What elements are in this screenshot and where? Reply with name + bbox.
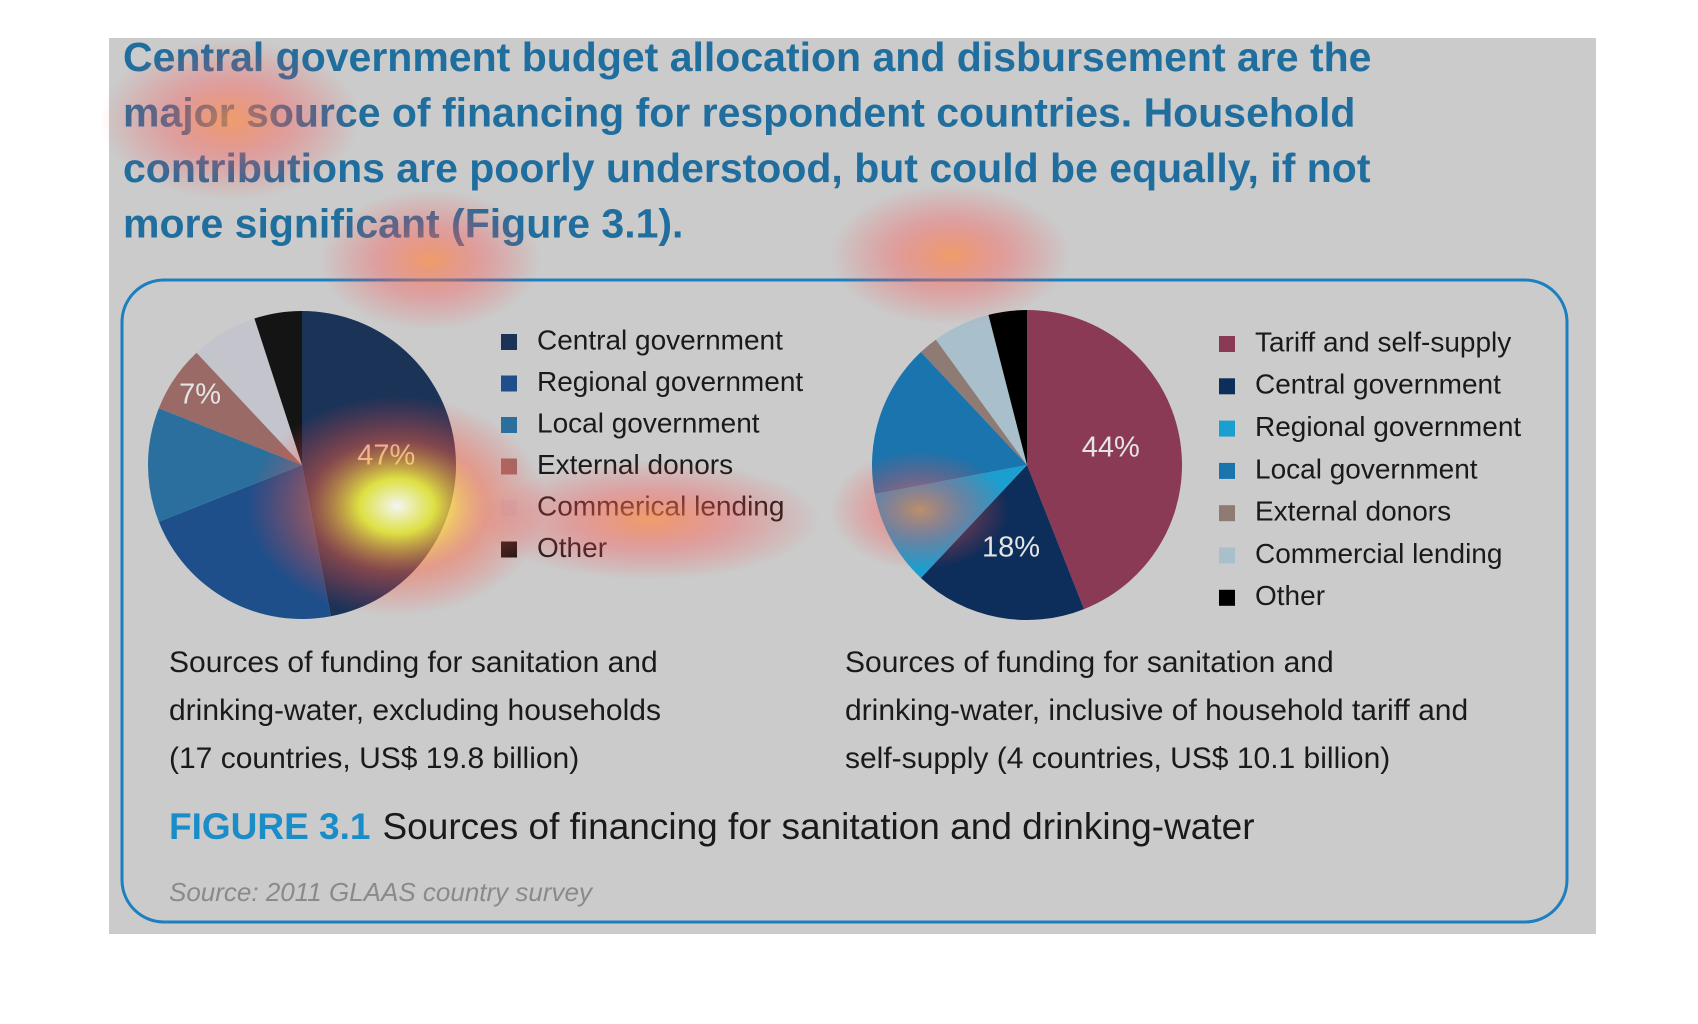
- legend-swatch: [1219, 420, 1235, 437]
- data-label: 47%: [357, 440, 415, 472]
- pie-slice: [1027, 310, 1182, 610]
- chart-caption: Sources of funding for sanitation and: [845, 646, 1334, 679]
- legend-label: Regional government: [537, 366, 803, 397]
- legend-swatch: [1219, 589, 1235, 606]
- legend-swatch: [1219, 462, 1235, 479]
- pie-slice: [920, 339, 1027, 465]
- data-label: 44%: [1082, 432, 1140, 464]
- heading-line: contributions are poorly understood, but…: [123, 145, 1371, 191]
- legend-swatch: [1219, 547, 1235, 564]
- legend-swatch: [501, 375, 517, 392]
- pie-slice: [148, 408, 302, 522]
- legend-label: External donors: [1255, 496, 1451, 527]
- legend-label: Local government: [1255, 453, 1478, 484]
- data-label: 7%: [179, 378, 221, 410]
- chart-caption: Sources of funding for sanitation and: [169, 646, 658, 679]
- legend-label: Commerical lending: [537, 490, 784, 521]
- legend-swatch: [501, 458, 517, 475]
- legend-label: Local government: [537, 407, 760, 438]
- chart-caption: self-supply (4 countries, US$ 10.1 billi…: [845, 742, 1390, 775]
- legend-swatch: [501, 334, 517, 350]
- figure-title: FIGURE 3.1 Sources of financing for sanit…: [169, 806, 1255, 847]
- pie-slice: [988, 310, 1027, 465]
- legend-swatch: [1219, 378, 1235, 395]
- source-note: Source: 2011 GLAAS country survey: [169, 877, 594, 907]
- chart-caption: drinking-water, inclusive of household t…: [845, 694, 1468, 727]
- legend-label: Other: [537, 532, 607, 563]
- legend-label: Commercial lending: [1255, 538, 1502, 569]
- legend-label: Central government: [1255, 369, 1501, 400]
- heading-line: more significant (Figure 3.1).: [123, 200, 683, 246]
- pie-slice: [935, 314, 1027, 465]
- legend-label: Central government: [537, 324, 783, 355]
- figure-name: Sources of financing for sanitation and …: [383, 806, 1255, 847]
- figure-label: FIGURE 3.1: [169, 806, 371, 847]
- chart-caption: drinking-water, excluding households: [169, 694, 661, 727]
- heading-line: major source of financing for respondent…: [123, 89, 1355, 135]
- chart-caption: (17 countries, US$ 19.8 billion): [169, 742, 579, 775]
- heading-line: Central government budget allocation and…: [123, 34, 1371, 80]
- legend-label: Other: [1255, 580, 1325, 611]
- data-label: 18%: [982, 531, 1040, 563]
- legend-swatch: [1219, 336, 1235, 352]
- legend-swatch: [501, 541, 517, 558]
- legend-swatch: [1219, 505, 1235, 522]
- legend-label: External donors: [537, 449, 733, 480]
- legend-swatch: [501, 417, 517, 433]
- legend-label: Tariff and self-supply: [1255, 326, 1511, 357]
- legend-swatch: [501, 500, 517, 516]
- legend-label: Regional government: [1255, 411, 1521, 442]
